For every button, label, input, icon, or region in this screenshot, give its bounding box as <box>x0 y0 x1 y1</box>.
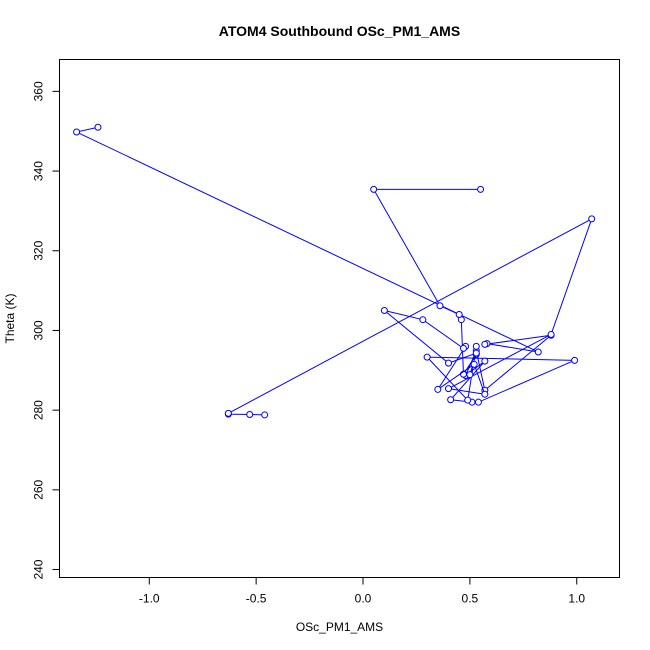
data-point <box>547 330 555 338</box>
x-tick-label: 0.5 <box>462 592 479 606</box>
y-tick-label: 300 <box>32 320 46 340</box>
data-point <box>474 398 482 406</box>
data-point <box>481 390 489 398</box>
data-point <box>419 316 427 324</box>
data-point <box>472 349 480 357</box>
data-point <box>571 356 579 364</box>
y-tick-label: 260 <box>32 480 46 500</box>
y-tick-label: 320 <box>32 240 46 260</box>
y-tick-label: 280 <box>32 400 46 420</box>
plot-frame <box>59 59 620 578</box>
y-tick-label: 240 <box>32 559 46 579</box>
series-layer <box>73 123 596 419</box>
data-point <box>380 307 388 315</box>
y-tick-label: 340 <box>32 161 46 181</box>
data-point <box>73 128 81 136</box>
data-point <box>464 396 472 404</box>
y-axis-label: Theta (K) <box>3 293 17 343</box>
x-axis: -1.0 -0.5 0.0 0.5 1.0 <box>139 577 585 606</box>
x-tick-label: 1.0 <box>568 592 585 606</box>
x-tick-label: -1.0 <box>139 592 160 606</box>
data-point <box>434 385 442 393</box>
data-point <box>466 371 474 379</box>
data-point <box>246 411 254 419</box>
data-point <box>455 311 463 319</box>
data-point <box>477 185 485 193</box>
x-tick-label: -0.5 <box>246 592 267 606</box>
data-point <box>436 302 444 310</box>
data-point <box>481 340 489 348</box>
data-point <box>472 342 480 350</box>
data-point <box>588 215 596 223</box>
data-point <box>423 353 431 361</box>
chart-title: ATOM4 Southbound OSc_PM1_AMS <box>219 23 460 39</box>
x-axis-label: OSc_PM1_AMS <box>296 620 383 634</box>
data-point <box>445 385 453 393</box>
data-point <box>481 357 489 365</box>
data-point <box>534 348 542 356</box>
data-point <box>224 409 232 417</box>
data-point <box>470 360 478 368</box>
data-point <box>94 123 102 131</box>
series-line-1 <box>227 217 593 416</box>
x-tick-label: 0.0 <box>355 592 372 606</box>
data-point <box>261 411 269 419</box>
data-point <box>370 185 378 193</box>
data-point <box>445 359 453 367</box>
y-tick-label: 360 <box>32 81 46 101</box>
y-axis: 240 260 280 300 320 340 360 <box>32 81 60 580</box>
data-point <box>459 344 467 352</box>
data-point <box>447 396 455 404</box>
